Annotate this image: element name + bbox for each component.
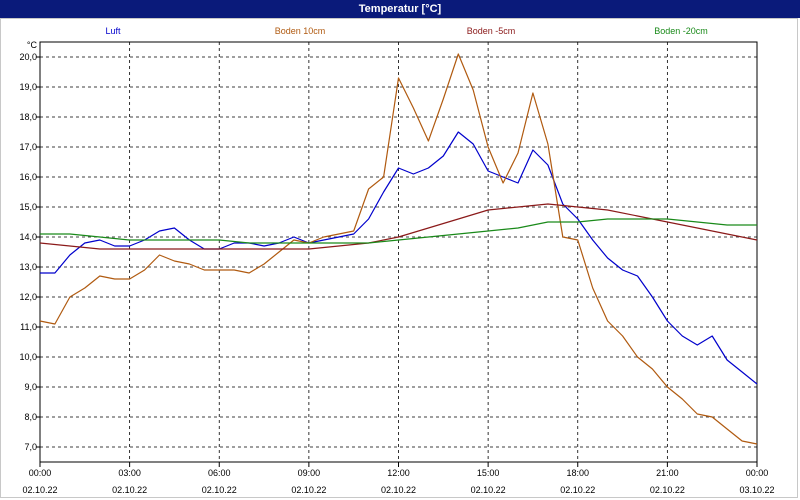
- y-tick-label: 10,0: [19, 352, 37, 362]
- x-tick-time-label: 15:00: [477, 468, 500, 478]
- y-tick-label: 13,0: [19, 262, 37, 272]
- x-tick-date-label: 02.10.22: [381, 485, 416, 495]
- x-tick-date-label: 02.10.22: [291, 485, 326, 495]
- x-tick-date-label: 02.10.22: [471, 485, 506, 495]
- x-tick-time-label: 06:00: [208, 468, 231, 478]
- y-tick-label: 18,0: [19, 112, 37, 122]
- x-tick-time-label: 21:00: [656, 468, 679, 478]
- x-tick-date-label: 02.10.22: [650, 485, 685, 495]
- y-axis-label: °C: [27, 40, 38, 50]
- legend-entry: Luft: [105, 26, 121, 36]
- x-tick-date-label: 02.10.22: [112, 485, 147, 495]
- y-tick-label: 19,0: [19, 82, 37, 92]
- legend-entry: Boden 10cm: [275, 26, 326, 36]
- y-tick-label: 9,0: [24, 382, 37, 392]
- y-tick-label: 11,0: [20, 322, 37, 332]
- y-tick-label: 8,0: [24, 412, 37, 422]
- x-tick-date-label: 02.10.22: [202, 485, 237, 495]
- series-line-1: [40, 131, 758, 385]
- x-tick-date-label: 02.10.22: [22, 485, 57, 495]
- x-tick-time-label: 00:00: [29, 468, 52, 478]
- series-line-3: [39, 203, 758, 250]
- y-tick-label: 15,0: [19, 202, 37, 212]
- x-tick-date-label: 03.10.22: [739, 485, 774, 495]
- legend-entry: Boden -20cm: [654, 26, 708, 36]
- legend-entry: Boden -5cm: [467, 26, 516, 36]
- y-tick-label: 14,0: [19, 232, 37, 242]
- x-tick-time-label: 18:00: [566, 468, 589, 478]
- x-tick-date-label: 02.10.22: [560, 485, 595, 495]
- x-tick-time-label: 03:00: [118, 468, 141, 478]
- series-line-2: [39, 53, 758, 445]
- y-tick-label: 16,0: [19, 172, 37, 182]
- y-tick-label: 20,0: [19, 52, 37, 62]
- x-tick-time-label: 09:00: [298, 468, 321, 478]
- y-tick-label: 17,0: [19, 142, 37, 152]
- y-tick-label: 12,0: [19, 292, 37, 302]
- chart-title: Temperatur [°C]: [0, 0, 800, 18]
- series-line-4: [40, 218, 757, 244]
- x-tick-time-label: 12:00: [387, 468, 410, 478]
- chart-frame: [0, 18, 798, 498]
- x-tick-time-label: 00:00: [746, 468, 769, 478]
- y-tick-label: 7,0: [24, 442, 37, 452]
